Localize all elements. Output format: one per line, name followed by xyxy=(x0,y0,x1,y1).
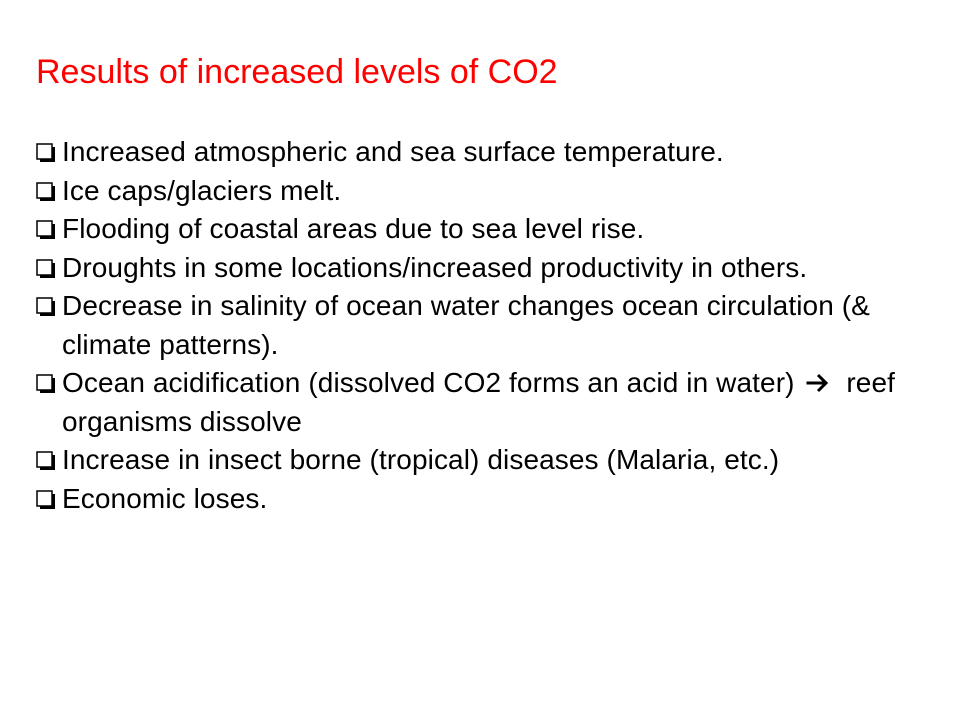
bullet-text: Flooding of coastal areas due to sea lev… xyxy=(62,213,645,244)
bullet-item-droughts: Droughts in some locations/increased pro… xyxy=(36,249,916,288)
bullet-text-before-arrow: Ocean acidification (dissolved CO2 forms… xyxy=(62,367,795,398)
checkbox-square-icon xyxy=(36,374,56,394)
bullet-text: Ice caps/glaciers melt. xyxy=(62,174,342,206)
bullet-text-after-arrow: reef organisms dissolve xyxy=(62,367,895,437)
bullet-item-ice-caps: Ice caps/glaciers melt. xyxy=(36,172,916,211)
right-arrow-icon xyxy=(806,372,830,394)
bullet-item-diseases: Increase in insect borne (tropical) dise… xyxy=(36,441,916,480)
bullet-text: Increased atmospheric and sea surface te… xyxy=(62,136,724,167)
bullet-text: Droughts in some locations/increased pro… xyxy=(62,251,808,283)
bullet-item-flooding: Flooding of coastal areas due to sea lev… xyxy=(36,210,916,249)
bullet-item-economic-loses: Economic loses. xyxy=(36,480,916,519)
checkbox-square-icon xyxy=(36,258,56,279)
checkbox-square-icon xyxy=(36,220,56,240)
checkbox-square-icon xyxy=(36,181,56,202)
bullet-item-salinity: Decrease in salinity of ocean water chan… xyxy=(36,287,916,364)
bullet-text: Decrease in salinity of ocean water chan… xyxy=(62,290,870,360)
checkbox-square-icon xyxy=(36,489,56,510)
checkbox-square-icon xyxy=(36,297,56,317)
checkbox-square-icon xyxy=(36,451,56,471)
bullet-list: Increased atmospheric and sea surface te… xyxy=(36,133,916,518)
bullet-item-acidification: Ocean acidification (dissolved CO2 forms… xyxy=(36,364,916,441)
bullet-text: Economic loses. xyxy=(62,482,268,514)
checkbox-square-icon xyxy=(36,143,56,163)
slide-title: Results of increased levels of CO2 xyxy=(36,53,558,91)
bullet-text: Increase in insect borne (tropical) dise… xyxy=(62,444,780,475)
bullet-item-temperature: Increased atmospheric and sea surface te… xyxy=(36,133,916,172)
